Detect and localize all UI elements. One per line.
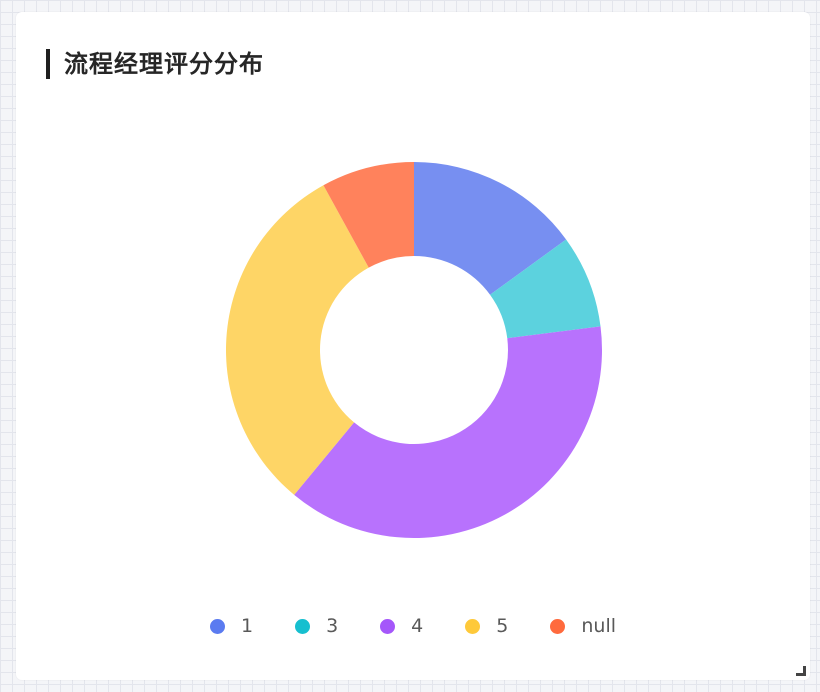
- legend-item-1[interactable]: 1: [209, 614, 254, 638]
- donut-slice-1[interactable]: [414, 162, 567, 295]
- donut-slice-null[interactable]: [323, 162, 414, 268]
- legend-item-4[interactable]: 4: [380, 614, 423, 638]
- legend-dot-icon: [465, 618, 481, 634]
- legend-label: null: [581, 615, 617, 637]
- title-accent-bar: [46, 49, 50, 79]
- legend-label: 5: [496, 615, 509, 637]
- donut-slice-3[interactable]: [490, 239, 601, 339]
- chart-legend: 1 3 4 5 null: [16, 612, 810, 640]
- legend-dot-icon: [550, 618, 566, 634]
- donut-slice-5[interactable]: [226, 185, 369, 495]
- legend-label: 1: [240, 615, 254, 637]
- resize-handle[interactable]: [796, 666, 806, 676]
- legend-dot-icon: [295, 618, 311, 634]
- legend-label: 3: [326, 615, 339, 637]
- card-header: 流程经理评分分布: [46, 48, 264, 80]
- donut-slice-4[interactable]: [294, 326, 603, 538]
- legend-label: 4: [411, 615, 424, 637]
- legend-item-null[interactable]: null: [550, 614, 616, 638]
- chart-card: 流程经理评分分布 1 3 4 5 null: [16, 12, 810, 680]
- legend-item-3[interactable]: 3: [295, 614, 338, 638]
- donut-chart: [226, 162, 603, 538]
- legend-dot-icon: [209, 618, 225, 634]
- chart-title: 流程经理评分分布: [64, 50, 264, 78]
- legend-item-5[interactable]: 5: [465, 614, 508, 638]
- legend-dot-icon: [380, 618, 396, 634]
